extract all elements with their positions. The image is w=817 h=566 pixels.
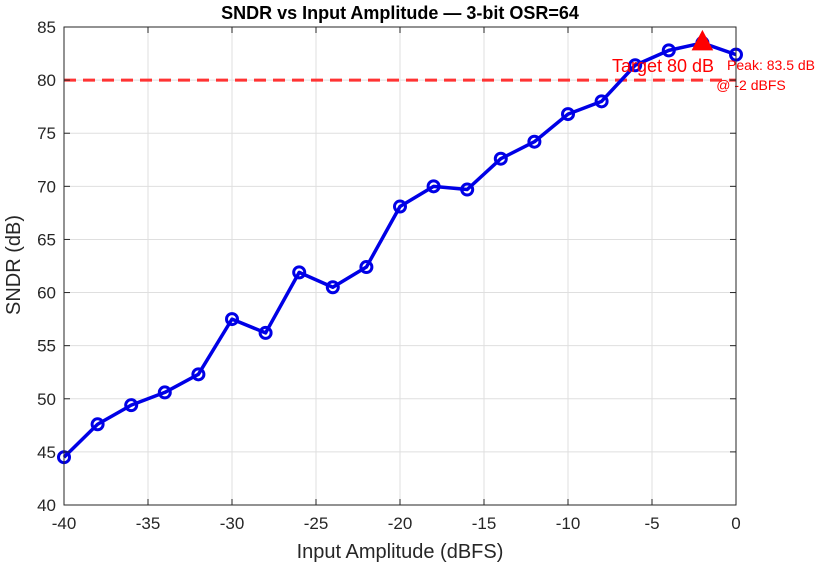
y-tick-label: 55 — [37, 337, 56, 356]
data-point-marker — [527, 134, 542, 149]
plot-frame — [63, 26, 737, 506]
data-point-marker — [225, 312, 239, 327]
chart-title: SNDR vs Input Amplitude — 3-bit OSR=64 — [221, 3, 579, 23]
y-tick-label: 75 — [37, 124, 56, 143]
peak-label-line1: Peak: 83.5 dB — [727, 57, 815, 73]
data-point-marker — [393, 199, 407, 214]
annotation-group: Target 80 dB Peak: 83.5 dB @ -2 dBFS — [612, 29, 815, 93]
peak-triangle-marker — [691, 29, 714, 51]
y-tick-label: 50 — [37, 390, 56, 409]
data-point-marker — [661, 43, 676, 58]
x-tick-label: -25 — [304, 514, 329, 533]
data-point-marker — [292, 265, 307, 280]
data-point-marker — [191, 367, 206, 382]
data-point-marker — [90, 417, 105, 432]
data-point-marker — [561, 107, 575, 122]
x-tick-label: -5 — [644, 514, 659, 533]
y-axis-label: SNDR (dB) — [3, 215, 25, 315]
x-tick-label: -20 — [388, 514, 413, 533]
data-point-marker — [258, 325, 273, 340]
x-axis-label: Input Amplitude (dBFS) — [297, 541, 504, 563]
y-tick-label: 40 — [37, 496, 56, 515]
x-tick-label: 0 — [731, 514, 740, 533]
data-point-marker — [460, 182, 475, 197]
data-point-marker — [124, 398, 139, 413]
y-tick-label: 85 — [37, 18, 56, 37]
data-point-marker — [157, 385, 172, 400]
y-tick-label: 65 — [37, 230, 56, 249]
y-tick-label: 60 — [37, 284, 56, 303]
data-point-marker — [628, 58, 643, 73]
tick-labels: -40 -35 -30 -25 -20 -15 -10 -5 0 40 45 50 55 60 65 70 75… — [37, 18, 741, 533]
peak-label-line2: @ -2 dBFS — [716, 77, 785, 93]
data-point-marker — [493, 151, 508, 166]
y-tick-label: 70 — [37, 177, 56, 196]
sndr-series-line — [62, 41, 737, 459]
data-point-marker — [359, 260, 374, 275]
x-tick-label: -40 — [52, 514, 77, 533]
x-tick-label: -30 — [220, 514, 245, 533]
target-label: Target 80 dB — [612, 56, 714, 76]
x-tick-label: -10 — [556, 514, 581, 533]
x-tick-label: -15 — [472, 514, 497, 533]
data-point-marker — [594, 94, 609, 109]
axes-box — [63, 26, 737, 506]
y-tick-label: 45 — [37, 443, 56, 462]
grid — [63, 26, 737, 506]
data-point-marker — [426, 179, 441, 194]
x-tick-label: -35 — [136, 514, 161, 533]
y-tick-label: 80 — [37, 71, 56, 90]
data-point-marker — [325, 280, 340, 295]
